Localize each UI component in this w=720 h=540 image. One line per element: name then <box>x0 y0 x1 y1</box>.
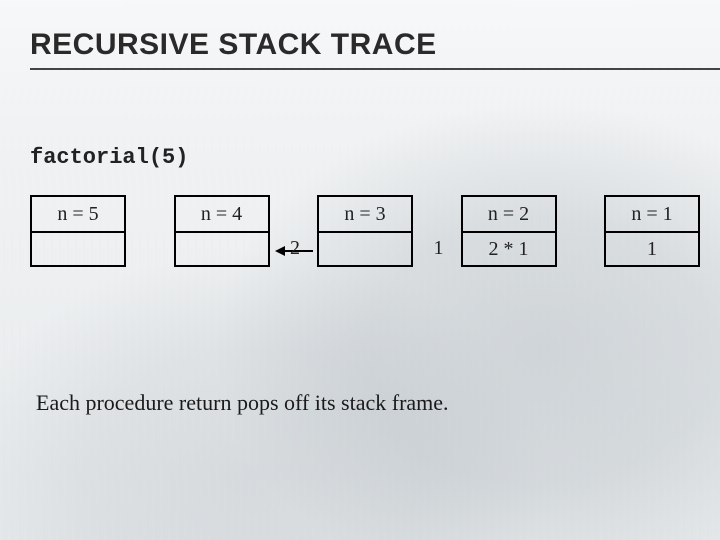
frame-cell-top: n = 2 <box>463 197 555 231</box>
return-value: 2 <box>273 237 317 260</box>
stack-frame: n = 4 <box>174 195 270 267</box>
frame-cell-top: n = 4 <box>176 197 268 231</box>
stack-frame: n = 1 1 <box>604 195 700 267</box>
footer-text: Each procedure return pops off its stack… <box>36 390 449 416</box>
frame-box: n = 1 1 <box>604 195 700 267</box>
stack-frame: n = 2 2 * 1 1 <box>461 195 557 267</box>
stack-frame: n = 3 2 <box>317 195 413 267</box>
frame-cell-bottom <box>319 231 411 265</box>
frame-box: n = 5 <box>30 195 126 267</box>
stack-frame: n = 5 <box>30 195 126 267</box>
frame-cell-bottom <box>32 231 124 265</box>
frame-cell-top: n = 3 <box>319 197 411 231</box>
frame-cell-top: n = 5 <box>32 197 124 231</box>
frame-cell-top: n = 1 <box>606 197 698 231</box>
title-bar: RECURSIVE STACK TRACE <box>30 28 720 70</box>
frame-box: n = 3 <box>317 195 413 267</box>
stack-frames-row: n = 5 n = 4 n = 3 2 n = 2 2 * 1 1 <box>30 195 700 267</box>
frame-cell-bottom: 2 * 1 <box>463 231 555 265</box>
function-call: factorial(5) <box>30 145 188 170</box>
frame-box: n = 2 2 * 1 <box>461 195 557 267</box>
frame-box: n = 4 <box>174 195 270 267</box>
return-value: 1 <box>417 237 461 260</box>
frame-cell-bottom <box>176 231 268 265</box>
page-title: RECURSIVE STACK TRACE <box>30 28 720 62</box>
frame-cell-bottom: 1 <box>606 231 698 265</box>
